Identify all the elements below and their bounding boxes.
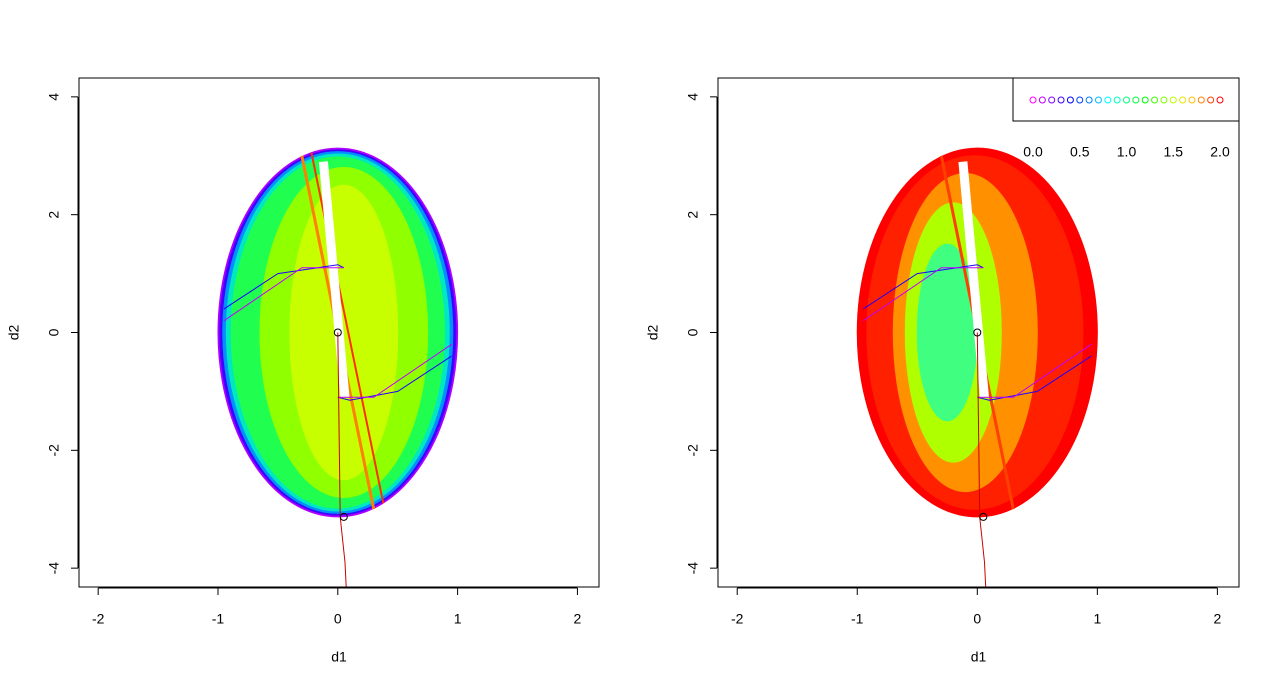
y-tick-label: 0: [46, 328, 62, 336]
legend-key: [1057, 96, 1065, 104]
series-line: [318, 161, 350, 398]
series-line: [223, 264, 345, 310]
legend-key: [1151, 96, 1159, 104]
legend-key: [1085, 96, 1093, 104]
series-line: [976, 332, 987, 587]
legend-key: [1076, 96, 1084, 104]
y-axis-label: d2: [645, 325, 661, 341]
x-tick-label: -2: [92, 611, 105, 627]
x-tick-label: -2: [731, 611, 744, 627]
series-line: [862, 267, 984, 322]
legend-key: [1066, 96, 1074, 104]
x-tick-label: 0: [334, 611, 342, 627]
point: [979, 512, 988, 521]
legend-key: [1207, 96, 1215, 104]
legend-tick-label: 1.5: [1164, 144, 1184, 160]
legend-key: [1169, 96, 1177, 104]
series-line: [310, 152, 385, 504]
series-line: [862, 264, 984, 310]
legend-key: [1188, 96, 1196, 104]
x-tick-label: 2: [574, 611, 582, 627]
legend-key: [1132, 96, 1140, 104]
x-axis-label: d1: [331, 649, 347, 665]
legend-key: [1141, 96, 1149, 104]
ellipse-band: [289, 184, 399, 481]
legend-key: [1113, 96, 1121, 104]
x-tick-label: 0: [973, 611, 981, 627]
legend-box: [1012, 77, 1240, 122]
legend-key: [1216, 96, 1224, 104]
legend-key: [1104, 96, 1112, 104]
y-tick-label: 2: [46, 211, 62, 219]
point: [973, 328, 982, 337]
legend-tick-label: 0.0: [1023, 144, 1043, 160]
y-tick-label: -2: [46, 444, 62, 457]
y-tick-label: -4: [685, 562, 701, 575]
series-line: [337, 332, 347, 587]
series-line: [958, 161, 989, 398]
legend-key: [1197, 96, 1205, 104]
y-tick-label: -4: [46, 562, 62, 575]
x-tick-label: 1: [1093, 611, 1101, 627]
legend-tick-label: 1.0: [1117, 144, 1137, 160]
x-tick-label: 2: [1213, 611, 1221, 627]
x-tick-label: -1: [851, 611, 864, 627]
y-tick-label: 4: [46, 93, 62, 101]
y-tick-label: -2: [685, 444, 701, 457]
series-line: [337, 343, 452, 398]
legend-key: [1029, 96, 1037, 104]
y-axis-label: d2: [6, 325, 22, 341]
x-axis-label: d1: [971, 649, 987, 665]
x-tick-label: -1: [212, 611, 225, 627]
x-tick-label: 1: [454, 611, 462, 627]
legend-key: [1038, 96, 1046, 104]
series-line: [977, 343, 1092, 398]
legend-tick-label: 2.0: [1210, 144, 1230, 160]
series-line: [977, 355, 1092, 401]
series-line: [223, 267, 344, 322]
legend-tick-label: 0.5: [1070, 144, 1090, 160]
plot-frame: [78, 77, 600, 588]
point: [333, 328, 342, 337]
y-tick-label: 0: [685, 328, 701, 336]
legend-key: [1094, 96, 1102, 104]
plot-area: [217, 147, 459, 587]
plot-area: [856, 147, 1098, 587]
legend-key: [1179, 96, 1187, 104]
legend-key: [1123, 96, 1130, 104]
series-line: [337, 355, 452, 401]
y-tick-label: 2: [685, 211, 701, 219]
point: [339, 512, 348, 521]
y-tick-label: 4: [685, 93, 701, 101]
plot-frame: [717, 77, 1240, 588]
ellipse-band: [916, 243, 978, 422]
legend-key: [1048, 96, 1056, 104]
legend-key: [1160, 96, 1168, 104]
